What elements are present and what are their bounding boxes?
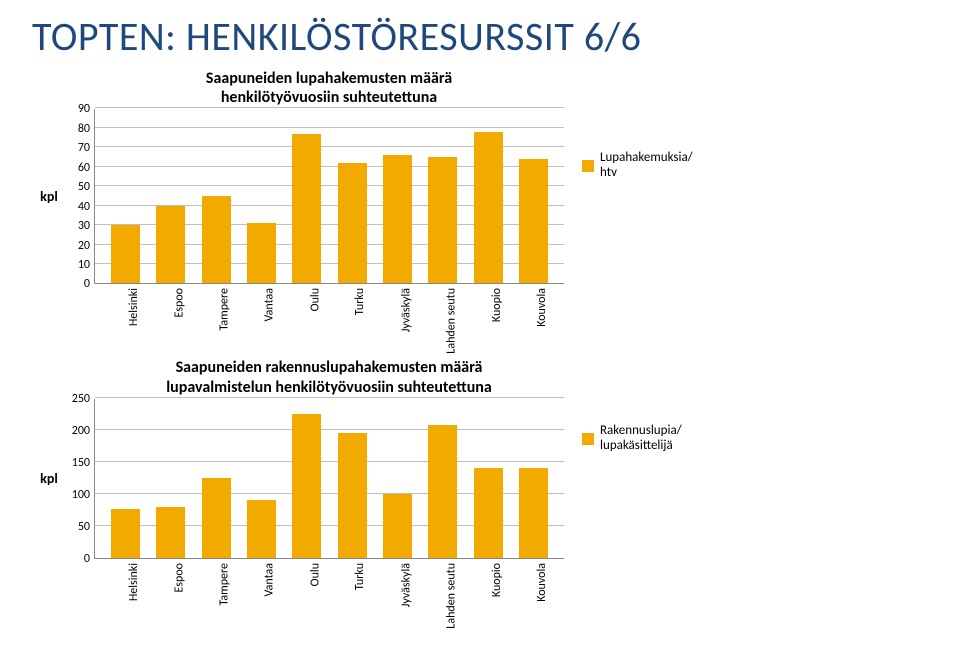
xtick-wrap: Helsinki xyxy=(106,559,135,649)
bar xyxy=(338,163,367,284)
ytick: 80 xyxy=(78,122,90,136)
bar xyxy=(247,223,276,283)
bar xyxy=(428,425,457,558)
xtick-label: Oulu xyxy=(308,288,322,311)
xtick-wrap: Jyväskylä xyxy=(379,559,408,649)
ytick: 200 xyxy=(72,424,90,438)
bar xyxy=(247,500,276,558)
chart1-title-line2: henkilötyövuosiin suhteutettuna xyxy=(221,88,437,107)
bar xyxy=(383,494,412,558)
xtick-label: Vantaa xyxy=(263,563,277,596)
ytick: 250 xyxy=(72,392,90,406)
xtick-wrap: Espoo xyxy=(152,559,181,649)
xtick-label: Espoo xyxy=(172,288,186,318)
chart2-bars xyxy=(95,399,564,558)
chart2-legend-label: Rakennuslupia/lupakäsittelijä xyxy=(600,424,682,454)
gridline xyxy=(95,397,564,398)
xtick-label: Helsinki xyxy=(127,288,141,326)
bar xyxy=(156,507,185,558)
chart1-plot-area xyxy=(94,109,564,284)
xtick-wrap: Turku xyxy=(333,559,362,649)
ytick: 20 xyxy=(78,239,90,253)
chart-1: kpl Saapuneiden lupahakemusten määrä hen… xyxy=(32,69,928,374)
ytick: 50 xyxy=(78,180,90,194)
chart2-xticks: Helsinki Espoo Tampere Vantaa Oulu Turku Jyväs… xyxy=(90,559,560,649)
chart2-title-line2: lupavalmistelun henkilötyövuosiin suhteu… xyxy=(166,378,492,397)
ytick: 10 xyxy=(78,258,90,272)
chart2-legend: Rakennuslupia/lupakäsittelijä xyxy=(582,424,682,454)
bar xyxy=(111,509,140,558)
bar xyxy=(338,433,367,558)
xtick-label: Kuopio xyxy=(490,288,504,322)
ytick: 50 xyxy=(78,520,90,534)
chart2-ylabel: kpl xyxy=(32,398,66,558)
ytick: 150 xyxy=(72,456,90,470)
xtick-label: Helsinki xyxy=(127,563,141,601)
chart1-legend-label: Lupahakemuksia/htv xyxy=(600,151,693,181)
chart1-legend: Lupahakemuksia/htv xyxy=(582,151,693,181)
xtick-wrap: Lahden seutu xyxy=(424,559,453,649)
bar xyxy=(519,159,548,283)
chart1-ylabel: kpl xyxy=(32,109,66,284)
xtick-wrap: Kuopio xyxy=(469,559,498,649)
page: TOPTEN: HENKILÖSTÖRESURSSIT 6/6 kpl Saap… xyxy=(0,0,960,666)
xtick-label: Espoo xyxy=(172,563,186,593)
ytick: 100 xyxy=(72,488,90,502)
bar xyxy=(202,196,231,284)
ytick: 60 xyxy=(78,161,90,175)
page-title: TOPTEN: HENKILÖSTÖRESURSSIT 6/6 xyxy=(32,12,928,61)
ytick: 30 xyxy=(78,219,90,233)
chart1-yticks: 9080706050403020100 xyxy=(66,109,94,284)
xtick-label: Vantaa xyxy=(263,288,277,321)
chart2-legend-swatch xyxy=(582,433,594,445)
chart1-title-line1: Saapuneiden lupahakemusten määrä xyxy=(206,69,452,88)
xtick-label: Kouvola xyxy=(535,563,549,602)
xtick-wrap: Oulu xyxy=(288,559,317,649)
xtick-wrap: Kouvola xyxy=(515,559,544,649)
xtick-label: Lahden seutu xyxy=(444,288,458,354)
chart-2: kpl Saapuneiden rakennuslupahakemusten m… xyxy=(32,358,928,648)
bar xyxy=(428,157,457,283)
bar xyxy=(474,468,503,558)
chart2-title-line1: Saapuneiden rakennuslupahakemusten määrä xyxy=(176,358,483,377)
xtick-label: Tampere xyxy=(217,288,231,331)
chart1-legend-swatch xyxy=(582,160,594,172)
chart2-title: Saapuneiden rakennuslupahakemusten määrä… xyxy=(94,358,564,396)
xtick-label: Turku xyxy=(354,563,368,590)
ytick: 70 xyxy=(78,141,90,155)
xtick-label: Jyväskylä xyxy=(399,563,413,607)
bar xyxy=(156,206,185,284)
chart2-plot-area xyxy=(94,399,564,559)
xtick-label: Kouvola xyxy=(535,288,549,327)
xtick-label: Turku xyxy=(354,288,368,315)
xtick-wrap: Tampere xyxy=(197,559,226,649)
bar xyxy=(474,132,503,284)
bar xyxy=(383,155,412,283)
bar xyxy=(111,225,140,283)
xtick-wrap: Vantaa xyxy=(242,559,271,649)
ytick: 90 xyxy=(78,102,90,116)
bar xyxy=(292,134,321,284)
ytick: 40 xyxy=(78,200,90,214)
bar xyxy=(202,478,231,558)
chart2-yticks: 250200150100500 xyxy=(66,399,94,559)
xtick-label: Jyväskylä xyxy=(399,288,413,332)
xtick-label: Kuopio xyxy=(490,563,504,597)
bar xyxy=(519,468,548,558)
xtick-label: Tampere xyxy=(217,563,231,606)
xtick-label: Lahden seutu xyxy=(444,563,458,629)
xtick-label: Oulu xyxy=(308,563,322,586)
chart1-bars xyxy=(95,109,564,283)
chart1-title: Saapuneiden lupahakemusten määrä henkilö… xyxy=(94,69,564,107)
bar xyxy=(292,414,321,558)
gridline xyxy=(95,107,564,108)
